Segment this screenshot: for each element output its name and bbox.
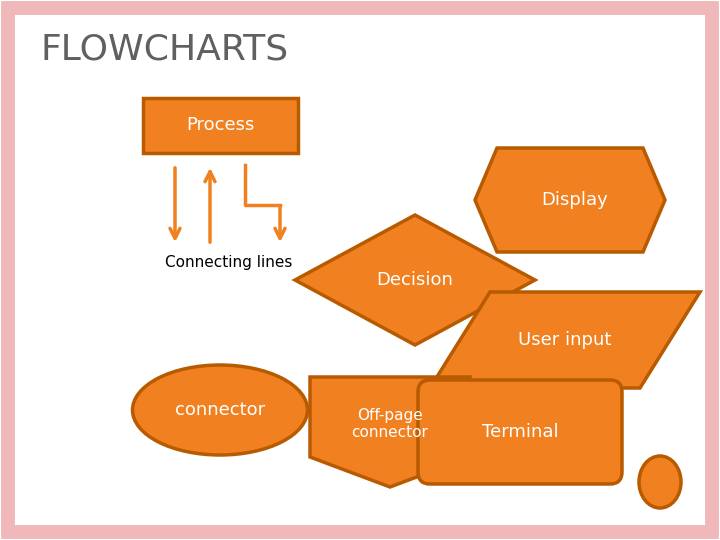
Polygon shape [475, 148, 665, 252]
Polygon shape [430, 292, 700, 388]
Ellipse shape [639, 456, 681, 508]
Text: Decision: Decision [377, 271, 454, 289]
Text: FLOWCHARTS: FLOWCHARTS [40, 33, 288, 67]
Text: Process: Process [186, 116, 254, 134]
FancyBboxPatch shape [418, 380, 622, 484]
Ellipse shape [132, 365, 307, 455]
Text: Terminal: Terminal [482, 423, 558, 441]
Text: Display: Display [541, 191, 608, 209]
Text: Connecting lines: Connecting lines [165, 254, 292, 269]
FancyBboxPatch shape [143, 98, 297, 152]
Text: User input: User input [518, 331, 612, 349]
Text: connector: connector [175, 401, 265, 419]
Text: Off-page
connector: Off-page connector [351, 408, 428, 440]
Polygon shape [295, 215, 535, 345]
Polygon shape [310, 377, 470, 487]
